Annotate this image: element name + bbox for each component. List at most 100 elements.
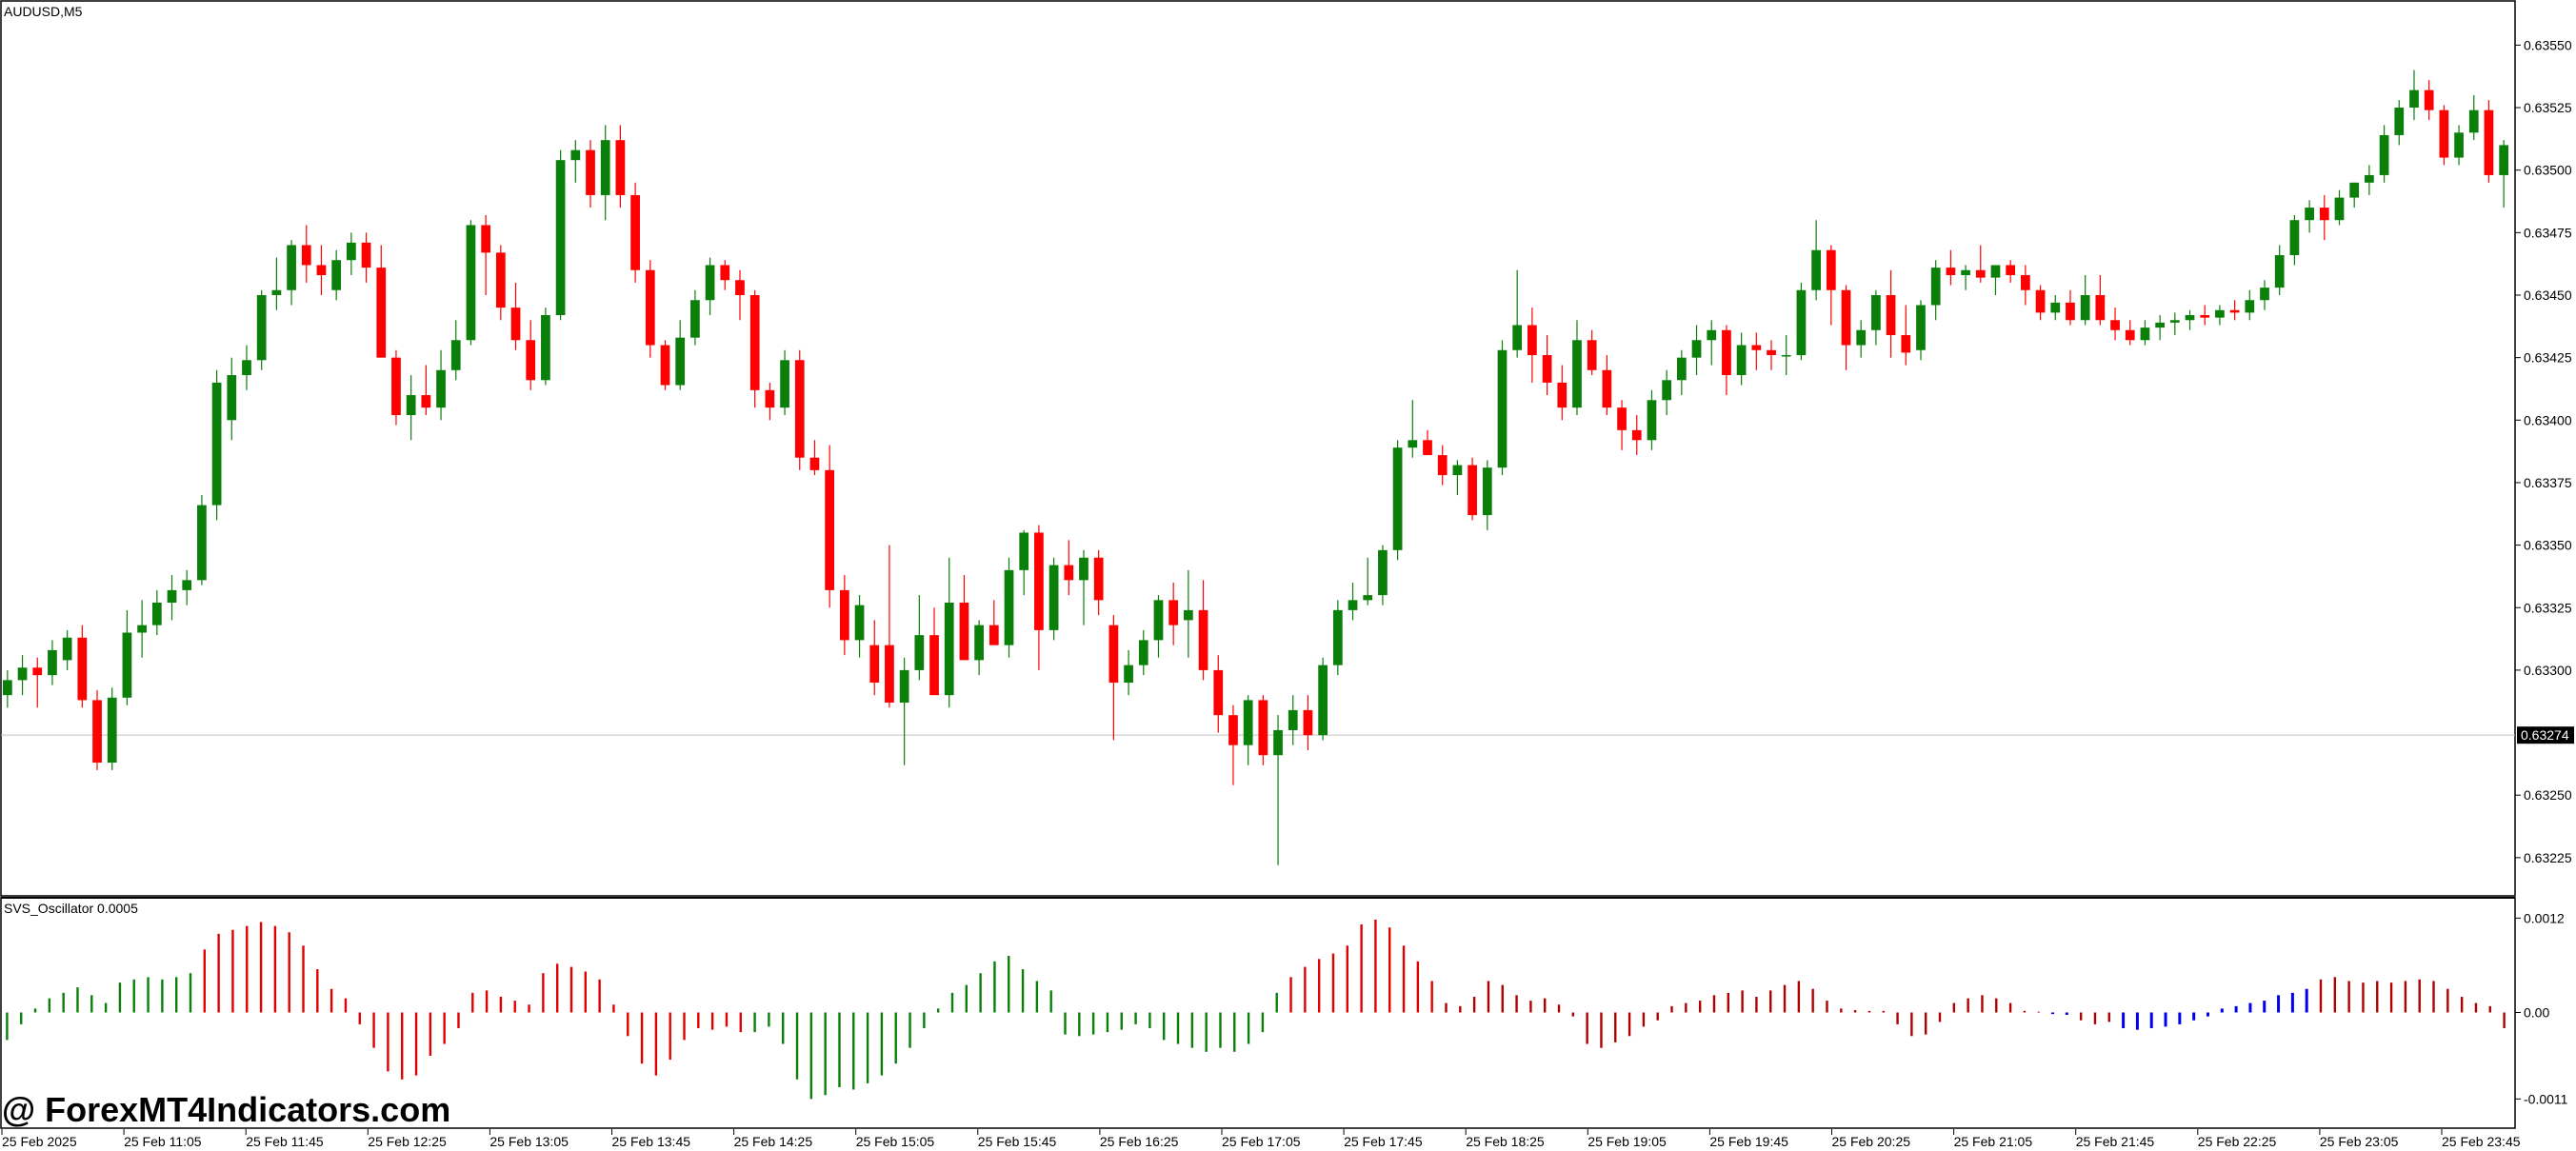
candle [1930, 260, 1941, 321]
candle-body [2215, 309, 2225, 318]
candle [2305, 200, 2314, 233]
candle-body [2484, 109, 2494, 175]
candle-body [77, 637, 88, 701]
candle-body [1528, 325, 1537, 356]
candle [2140, 320, 2150, 346]
candle-body [1901, 335, 1911, 353]
candle-body [2006, 265, 2016, 275]
candle-body [630, 194, 640, 270]
candle-body [690, 300, 700, 338]
candle [2155, 315, 2165, 341]
candle-body [2229, 309, 2240, 313]
candle-body [1079, 557, 1088, 581]
candle [391, 349, 401, 426]
candle [1423, 429, 1432, 456]
candle [869, 620, 880, 696]
candle [2349, 182, 2360, 208]
candle [2110, 308, 2120, 341]
candle [1288, 695, 1298, 745]
time-tick-label: 25 Feb 22:25 [2198, 1134, 2277, 1149]
candle-body [929, 635, 939, 696]
candle [1318, 657, 1328, 741]
candle [1528, 308, 1537, 383]
candle-body [1213, 669, 1224, 716]
time-tick-label: 25 Feb 2025 [2, 1134, 77, 1149]
candle [1497, 340, 1508, 476]
candle-body [1946, 268, 1956, 275]
candle [2439, 105, 2449, 166]
candle [1048, 557, 1059, 641]
candle-body [2035, 289, 2046, 313]
price-tick-label: 0.63325 [2524, 600, 2572, 615]
candle-body [1437, 455, 1448, 476]
candle [1138, 629, 1148, 676]
candle-body [495, 252, 506, 308]
candle-body [1871, 294, 1881, 330]
candle-body [1841, 289, 1851, 346]
candle [107, 687, 117, 770]
candle-body [1572, 340, 1582, 408]
candle-body [2050, 302, 2061, 313]
candle-body [2439, 109, 2449, 158]
candle [1512, 269, 1523, 358]
candle-body [1736, 345, 1747, 376]
candle [1691, 325, 1702, 376]
price-tag-label: 0.63274 [2521, 727, 2569, 743]
candle [1631, 415, 1642, 456]
candle [331, 249, 342, 301]
candle-body [854, 605, 865, 641]
candle-body [944, 603, 954, 696]
candle [839, 575, 849, 656]
candle [854, 595, 865, 658]
candle-body [17, 667, 28, 681]
candle-body [167, 589, 177, 604]
candle-body [1542, 355, 1552, 383]
candle [555, 149, 566, 321]
candle [1886, 269, 1896, 358]
candle [959, 575, 969, 661]
candle-body [2334, 197, 2345, 221]
osc-tick-label: 0.0012 [2524, 910, 2565, 925]
candle [1363, 557, 1373, 605]
candle [1064, 540, 1074, 596]
candle-body [1138, 640, 1148, 665]
candle [2021, 265, 2030, 306]
candle [227, 357, 237, 441]
candle [988, 600, 999, 645]
candle [645, 260, 655, 358]
candle [32, 657, 43, 708]
candle-body [1019, 532, 1029, 570]
price-axis[interactable]: 0.63550 0.63525 0.63500 0.63475 0.63450 0.634… [2515, 37, 2572, 865]
candle-body [645, 269, 655, 346]
candle-body [2424, 89, 2434, 110]
candle [2050, 294, 2061, 321]
time-tick-label: 25 Feb 17:05 [1222, 1134, 1301, 1149]
candle [301, 225, 311, 283]
candle [2365, 165, 2374, 195]
candle [1736, 332, 1747, 386]
candle [77, 625, 88, 708]
price-pane[interactable]: AUDUSD,M5 [0, 0, 2516, 897]
oscillator-axis[interactable]: 0.0012 0.00 -0.0011 [2515, 910, 2568, 1106]
candle [197, 495, 207, 585]
candle-body [1303, 709, 1313, 736]
candle [1303, 695, 1313, 750]
price-tick-label: 0.63225 [2524, 850, 2572, 865]
candle-body [1631, 429, 1642, 441]
price-tick-label: 0.63400 [2524, 412, 2572, 427]
candle [2169, 312, 2180, 336]
oscillator-bars-layer [6, 920, 2506, 1100]
candle [2035, 285, 2046, 321]
osc-tick-label: 0.00 [2524, 1005, 2549, 1021]
candle [600, 125, 610, 221]
candle [2424, 80, 2434, 121]
time-tick-label: 25 Feb 23:45 [2442, 1134, 2521, 1149]
candle [1093, 549, 1104, 616]
candle-body [1288, 709, 1298, 730]
candle-body [1647, 400, 1657, 441]
candle [1378, 545, 1388, 605]
time-axis[interactable]: 25 Feb 2025 25 Feb 11:05 25 Feb 11:45 25 Fe… [1, 1129, 2521, 1149]
candle-body [1184, 609, 1193, 621]
